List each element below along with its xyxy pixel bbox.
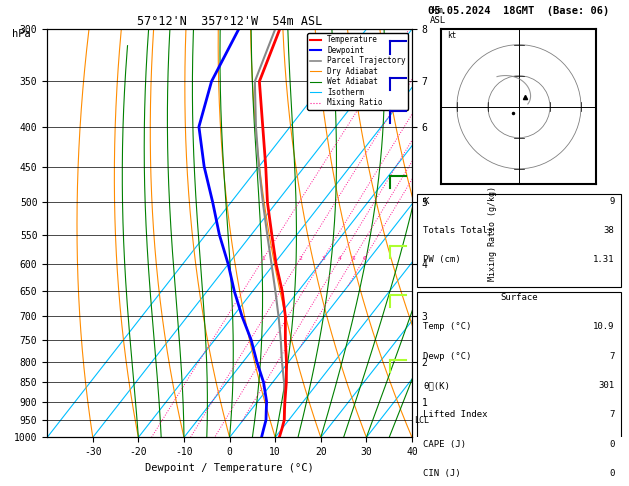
Text: Totals Totals: Totals Totals xyxy=(423,226,493,235)
Text: 05.05.2024  18GMT  (Base: 06): 05.05.2024 18GMT (Base: 06) xyxy=(428,6,610,16)
Text: PW (cm): PW (cm) xyxy=(423,255,461,264)
Text: 38: 38 xyxy=(604,226,615,235)
Text: LCL: LCL xyxy=(415,416,429,424)
Text: kt: kt xyxy=(448,32,457,40)
Text: 10.9: 10.9 xyxy=(593,322,615,331)
Text: Temp (°C): Temp (°C) xyxy=(423,322,472,331)
Text: 3: 3 xyxy=(321,256,325,261)
Title: 57°12'N  357°12'W  54m ASL: 57°12'N 357°12'W 54m ASL xyxy=(137,15,322,28)
Text: 0: 0 xyxy=(609,469,615,478)
Text: 5: 5 xyxy=(352,256,355,261)
Text: 301: 301 xyxy=(598,381,615,390)
Text: CAPE (J): CAPE (J) xyxy=(423,440,467,449)
Text: 7: 7 xyxy=(609,411,615,419)
Text: hPa: hPa xyxy=(12,29,31,39)
Text: Lifted Index: Lifted Index xyxy=(423,411,488,419)
Text: 4: 4 xyxy=(338,256,342,261)
X-axis label: Dewpoint / Temperature (°C): Dewpoint / Temperature (°C) xyxy=(145,463,314,473)
Text: Surface: Surface xyxy=(500,293,538,302)
Text: θᴅ(K): θᴅ(K) xyxy=(423,381,450,390)
Legend: Temperature, Dewpoint, Parcel Trajectory, Dry Adiabat, Wet Adiabat, Isotherm, Mi: Temperature, Dewpoint, Parcel Trajectory… xyxy=(308,33,408,110)
Text: 9: 9 xyxy=(609,196,615,206)
Text: 0: 0 xyxy=(609,440,615,449)
Text: 6: 6 xyxy=(362,256,366,261)
Text: 1: 1 xyxy=(262,256,265,261)
Text: 2: 2 xyxy=(299,256,302,261)
Text: K: K xyxy=(423,196,429,206)
Text: Mixing Ratio (g/kg): Mixing Ratio (g/kg) xyxy=(487,186,497,281)
Text: Dewp (°C): Dewp (°C) xyxy=(423,352,472,361)
Text: CIN (J): CIN (J) xyxy=(423,469,461,478)
Text: 1.31: 1.31 xyxy=(593,255,615,264)
Text: 7: 7 xyxy=(609,352,615,361)
Text: km
ASL: km ASL xyxy=(430,6,445,25)
